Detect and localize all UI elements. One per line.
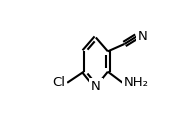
Text: Cl: Cl	[52, 76, 65, 89]
Text: N: N	[91, 80, 101, 93]
Text: N: N	[137, 30, 147, 43]
Text: NH₂: NH₂	[123, 76, 149, 89]
